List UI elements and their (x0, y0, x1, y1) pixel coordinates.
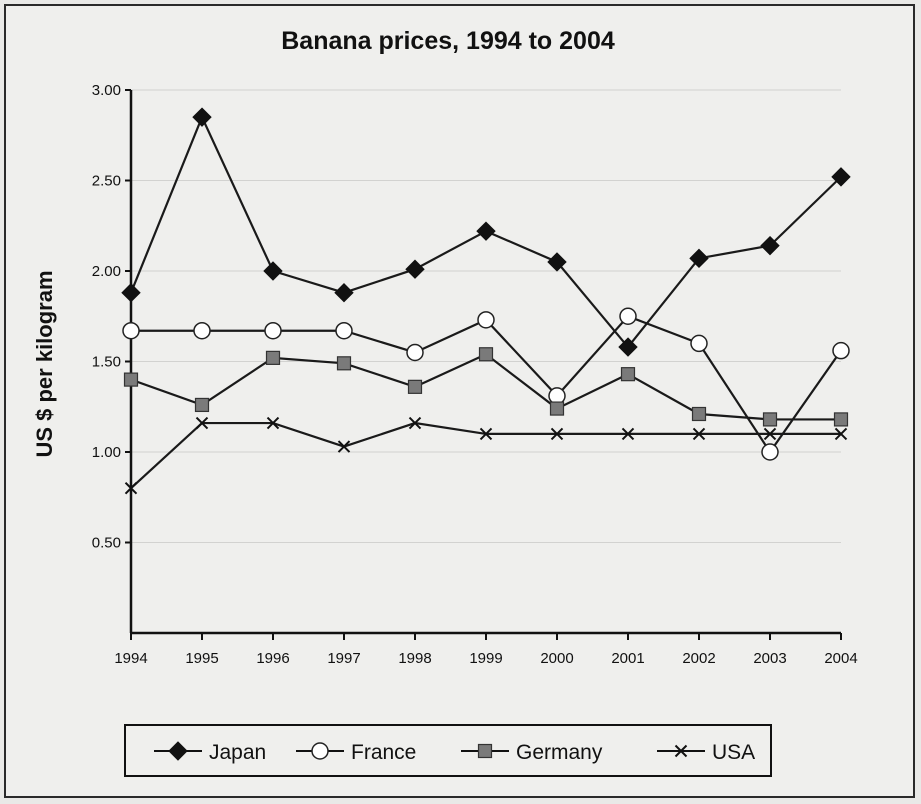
legend: Japan France Germany USA (124, 724, 772, 777)
point-germany (620, 367, 636, 382)
point-france (761, 443, 779, 461)
point-germany (407, 379, 423, 394)
line-chart: Banana prices, 1994 to 2004 US $ per kil… (32, 27, 858, 777)
point-france (619, 307, 637, 325)
point-germany (691, 406, 707, 422)
point-japan (831, 167, 851, 187)
x-tick-label: 1996 (256, 650, 289, 667)
x-tick-label: 2000 (540, 650, 573, 667)
series-line-germany (130, 352, 841, 421)
point-usa (124, 481, 138, 495)
point-japan (192, 107, 212, 127)
legend-label-japan: Japan (209, 741, 266, 764)
point-japan (476, 221, 496, 241)
point-france (832, 341, 850, 360)
legend-marker-usa (674, 744, 688, 758)
legend-marker-germany (477, 743, 493, 759)
x-tick-label: 2004 (824, 650, 857, 667)
legend-label-france: France (351, 741, 416, 764)
point-germany (762, 412, 778, 427)
y-tick-label: 2.00 (92, 263, 121, 280)
series-markers (121, 107, 851, 495)
legend-label-usa: USA (712, 741, 755, 764)
y-tick-label: 1.50 (92, 354, 121, 371)
x-tick-label: 2002 (682, 650, 715, 667)
point-japan (405, 259, 425, 279)
point-germany (833, 412, 849, 427)
point-germany (549, 401, 565, 416)
y-axis-label: US $ per kilogram (32, 270, 57, 457)
point-japan (618, 337, 638, 357)
point-germany (478, 347, 494, 362)
axes (125, 89, 842, 640)
legend-marker-japan (168, 741, 188, 761)
point-usa (408, 416, 422, 430)
legend-label-germany: Germany (516, 741, 603, 764)
y-tick-label: 2.50 (92, 173, 121, 190)
point-germany (265, 350, 281, 365)
point-japan (689, 248, 709, 269)
x-tick-label: 2003 (753, 650, 786, 667)
point-france (406, 343, 424, 362)
point-usa (550, 427, 564, 441)
point-france (335, 321, 353, 340)
point-france (690, 334, 708, 353)
x-tick-label: 1999 (469, 650, 502, 667)
point-france (193, 321, 211, 340)
chart-frame: Banana prices, 1994 to 2004 US $ per kil… (4, 4, 915, 798)
y-tick-label: 0.50 (92, 535, 121, 552)
point-usa (621, 427, 635, 441)
legend-marker-france (311, 742, 329, 760)
point-usa (479, 427, 493, 441)
x-tick-label: 1995 (185, 650, 218, 667)
point-germany (123, 372, 139, 387)
point-japan (121, 283, 141, 303)
x-tick-label: 1997 (327, 650, 360, 667)
point-france (477, 311, 495, 329)
point-japan (547, 252, 567, 272)
point-usa (266, 416, 280, 430)
x-tick-label: 2001 (611, 650, 644, 667)
point-usa (834, 427, 848, 441)
point-germany (194, 397, 210, 413)
point-japan (760, 235, 780, 256)
y-tick-label: 1.00 (92, 444, 121, 461)
gridlines (131, 89, 841, 543)
point-usa (692, 427, 706, 441)
point-france (264, 321, 282, 340)
tick-labels: 0.50 1.00 1.50 2.00 2.50 3.00 1994 1995 1996 1997… (92, 82, 858, 667)
point-france (122, 321, 140, 340)
point-usa (763, 427, 777, 441)
point-japan (263, 261, 283, 281)
point-japan (334, 283, 354, 303)
y-tick-label: 3.00 (92, 82, 121, 99)
chart-title: Banana prices, 1994 to 2004 (281, 27, 615, 55)
point-germany (336, 356, 352, 371)
point-usa (337, 440, 351, 453)
x-tick-label: 1998 (398, 650, 431, 667)
point-usa (195, 416, 209, 430)
series-line-france (131, 314, 842, 454)
x-tick-label: 1994 (114, 650, 147, 667)
